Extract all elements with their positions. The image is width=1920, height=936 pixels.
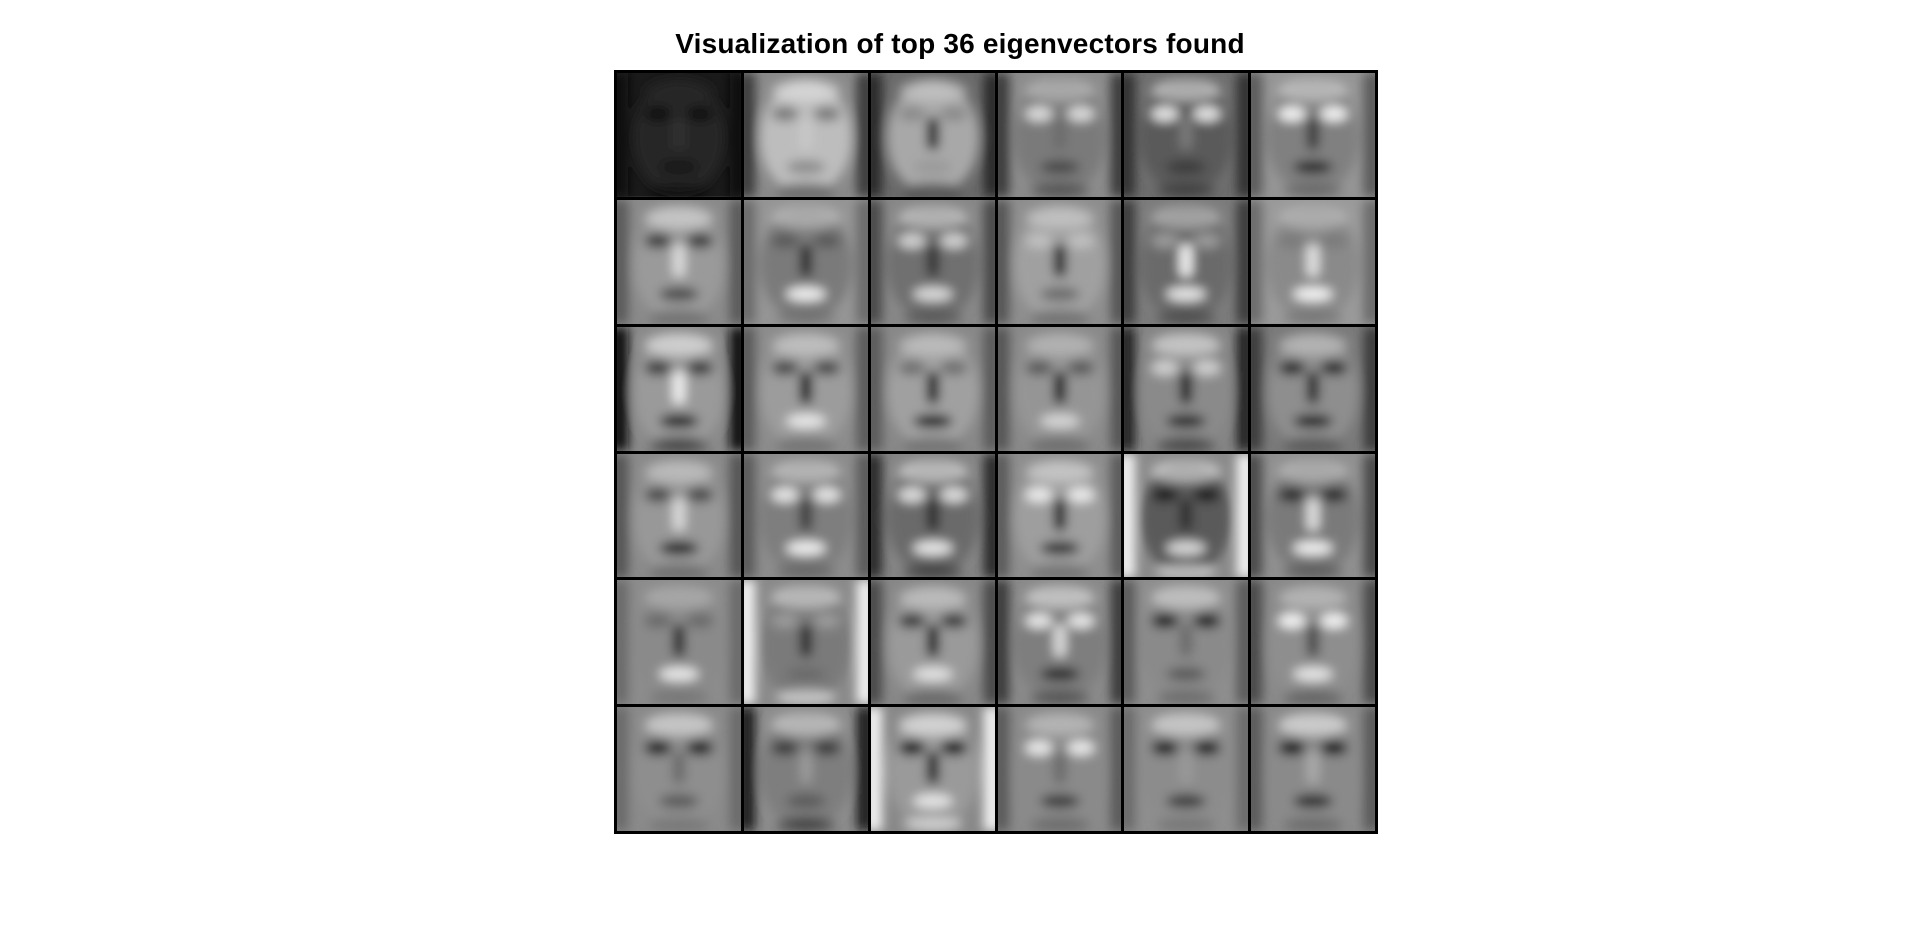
eigenface-image (1124, 453, 1249, 578)
eigenface-image (997, 707, 1122, 831)
eigenvector-tile-r4-c6 (1251, 453, 1375, 578)
eigenvector-tile-r3-c2 (743, 326, 868, 451)
eigenface-image (617, 453, 741, 578)
eigenvector-tile-r3-c1 (617, 326, 741, 451)
eigenface-image (870, 199, 995, 324)
eigenvector-tile-r3-c3 (870, 326, 995, 451)
eigenvector-tile-r1-c4 (997, 73, 1122, 197)
eigenvector-tile-r1-c1 (617, 73, 741, 197)
eigenvector-tile-r6-c5 (1124, 707, 1249, 831)
eigenvector-tile-r5-c4 (997, 580, 1122, 705)
eigenface-image (1251, 199, 1375, 324)
eigenface-image (870, 453, 995, 578)
eigenvector-tile-r2-c6 (1251, 199, 1375, 324)
eigenface-image (870, 707, 995, 831)
eigenface-image (1124, 707, 1249, 831)
eigenface-image (1124, 199, 1249, 324)
eigenvector-tile-r2-c2 (743, 199, 868, 324)
eigenface-image (1124, 73, 1249, 197)
eigenface-image (870, 580, 995, 705)
eigenvector-grid (614, 70, 1378, 834)
eigenface-image (617, 707, 741, 831)
eigenvector-tile-r3-c5 (1124, 326, 1249, 451)
eigenvector-tile-r1-c5 (1124, 73, 1249, 197)
eigenvector-tile-r1-c3 (870, 73, 995, 197)
eigenface-image (743, 580, 868, 705)
eigenface-image (743, 326, 868, 451)
eigenface-image (743, 453, 868, 578)
eigenvector-tile-r5-c3 (870, 580, 995, 705)
eigenface-image (1251, 453, 1375, 578)
eigenface-image (1124, 326, 1249, 451)
eigenvector-tile-r6-c6 (1251, 707, 1375, 831)
eigenvector-tile-r6-c2 (743, 707, 868, 831)
eigenvector-tile-r4-c5 (1124, 453, 1249, 578)
eigenvector-tile-r3-c4 (997, 326, 1122, 451)
eigenface-image (1251, 707, 1375, 831)
eigenvector-tile-r2-c3 (870, 199, 995, 324)
eigenface-image (1124, 580, 1249, 705)
eigenface-image (997, 199, 1122, 324)
eigenvector-tile-r2-c1 (617, 199, 741, 324)
eigenvector-tile-r5-c6 (1251, 580, 1375, 705)
eigenface-image (617, 326, 741, 451)
eigenvector-tile-r5-c2 (743, 580, 868, 705)
eigenface-image (743, 707, 868, 831)
eigenface-image (870, 73, 995, 197)
eigenvector-tile-r6-c3 (870, 707, 995, 831)
eigenface-image (1251, 580, 1375, 705)
eigenvector-tile-r4-c3 (870, 453, 995, 578)
eigenvector-tile-r2-c4 (997, 199, 1122, 324)
eigenvector-tile-r6-c1 (617, 707, 741, 831)
eigenface-image (1251, 326, 1375, 451)
eigenface-image (997, 326, 1122, 451)
eigenvector-tile-r2-c5 (1124, 199, 1249, 324)
eigenvector-tile-r6-c4 (997, 707, 1122, 831)
eigenface-image (617, 199, 741, 324)
eigenface-image (870, 326, 995, 451)
eigenvector-tile-r5-c5 (1124, 580, 1249, 705)
figure-title: Visualization of top 36 eigenvectors fou… (675, 28, 1245, 59)
eigenface-image (617, 73, 741, 197)
eigenface-image (997, 453, 1122, 578)
eigenvector-tile-r5-c1 (617, 580, 741, 705)
eigenface-image (743, 73, 868, 197)
eigenvector-tile-r4-c4 (997, 453, 1122, 578)
eigenface-image (743, 199, 868, 324)
eigenvector-tile-r1-c2 (743, 73, 868, 197)
eigenvector-tile-r3-c6 (1251, 326, 1375, 451)
eigenvector-tile-r4-c2 (743, 453, 868, 578)
eigenface-image (997, 580, 1122, 705)
eigenface-image (617, 580, 741, 705)
eigenvector-tile-r4-c1 (617, 453, 741, 578)
eigenvector-tile-r1-c6 (1251, 73, 1375, 197)
eigenface-image (1251, 73, 1375, 197)
eigenface-image (997, 73, 1122, 197)
